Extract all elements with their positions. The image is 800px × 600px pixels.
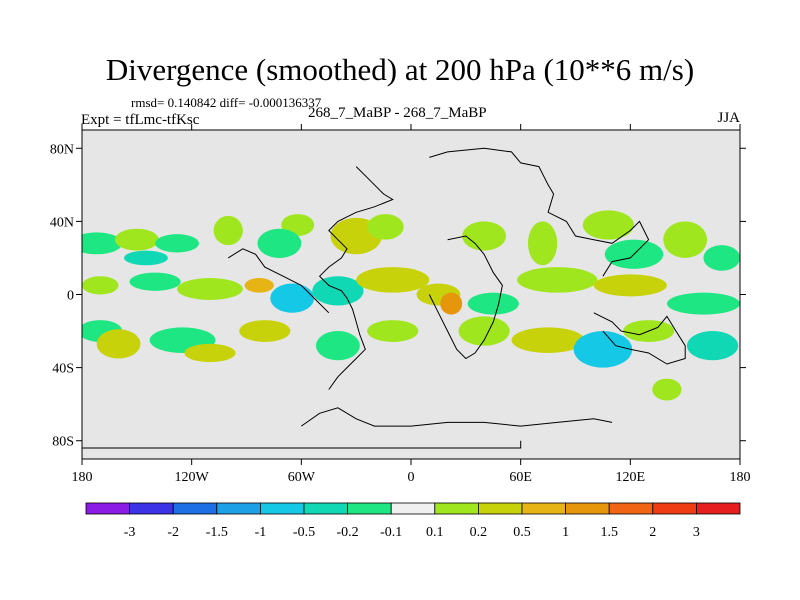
- colorbar: -3 -2 -1.5 -1 -0.5 -0.2 -0.1 0.1 0.2 0.5 1 1.5 2 3: [85, 502, 741, 540]
- field-region: [257, 228, 302, 258]
- coastlines: [82, 147, 686, 449]
- colorbar-label: -2: [167, 525, 179, 540]
- colorbar-label: 3: [693, 525, 700, 540]
- field-region: [184, 343, 236, 363]
- season-label: JJA: [717, 110, 740, 126]
- field-region: [114, 228, 159, 251]
- field-region: [129, 272, 181, 291]
- field-region: [593, 274, 667, 297]
- field-region: [703, 245, 740, 271]
- coastline: [227, 248, 330, 314]
- field-region: [213, 215, 243, 246]
- statistics-text: rmsd= 0.140842 diff= -0.000136337: [131, 95, 322, 110]
- x-tick-label: 120E: [616, 470, 646, 485]
- field-region: [666, 292, 740, 315]
- divergence-field: [82, 210, 740, 401]
- colorbar-label: -1.5: [206, 525, 228, 540]
- field-region: [652, 378, 682, 401]
- colorbar-swatch: [216, 502, 261, 515]
- colorbar-swatch: [347, 502, 392, 515]
- field-region: [527, 221, 558, 266]
- colorbar-label: 0.5: [513, 525, 531, 540]
- field-region: [244, 278, 274, 293]
- field-region: [312, 276, 364, 306]
- coastline: [82, 440, 522, 449]
- field-region: [270, 283, 315, 313]
- colorbar-swatch: [390, 502, 436, 515]
- field-region: [582, 210, 634, 240]
- colorbar-swatch: [565, 502, 610, 515]
- coastline: [301, 407, 613, 427]
- colorbar-swatch: [172, 502, 218, 515]
- field-region: [467, 292, 519, 315]
- y-tick-label: 40S: [52, 362, 74, 377]
- colorbar-label: 1: [562, 525, 569, 540]
- colorbar-swatch: [85, 502, 130, 515]
- y-tick-label: 80N: [50, 142, 74, 157]
- x-tick-label: 180: [72, 470, 93, 485]
- x-tick-label: 60W: [288, 470, 316, 485]
- field-region: [367, 214, 404, 240]
- axis-ticks: 180 120W 60W 0 60E 120E 180 80N 40N 0 40S 80S: [50, 124, 751, 485]
- field-region: [315, 331, 360, 361]
- field-region: [239, 320, 291, 343]
- colorbar-swatch: [696, 502, 741, 515]
- colorbar-label: 0.1: [426, 525, 444, 540]
- colorbar-swatch: [477, 502, 523, 515]
- field-region: [124, 250, 168, 266]
- field-region: [177, 278, 243, 300]
- map-title: Divergence (smoothed) at 200 hPa (10**6 …: [105, 52, 695, 87]
- coastline: [429, 147, 650, 277]
- case-label: 268_7_MaBP - 268_7_MaBP: [308, 105, 487, 121]
- colorbar-swatch: [434, 502, 479, 515]
- colorbar-label: -0.2: [337, 525, 359, 540]
- colorbar-swatch: [129, 502, 174, 515]
- colorbar-swatch: [652, 502, 697, 515]
- field-region: [462, 221, 507, 251]
- field-region: [686, 331, 739, 361]
- x-tick-label: 0: [408, 470, 415, 485]
- field-region: [96, 329, 141, 359]
- colorbar-label: -1: [255, 525, 267, 540]
- colorbar-swatch: [303, 502, 348, 515]
- colorbar-label: 2: [649, 525, 656, 540]
- colorbar-swatch: [259, 502, 305, 515]
- experiment-label: Expt = tfLmc-tfKsc: [81, 112, 200, 128]
- coastline: [593, 312, 686, 365]
- colorbar-swatch: [521, 502, 566, 515]
- x-tick-label: 180: [730, 470, 751, 485]
- field-region: [155, 234, 199, 253]
- field-region: [511, 327, 585, 353]
- coastline: [318, 166, 394, 390]
- colorbar-label: -0.5: [293, 525, 315, 540]
- colorbar-label: -0.1: [380, 525, 402, 540]
- x-tick-label: 120W: [175, 470, 210, 485]
- field-region: [663, 221, 708, 258]
- field-region: [356, 267, 430, 293]
- colorbar-swatch: [608, 502, 654, 515]
- field-region: [82, 276, 119, 295]
- y-tick-label: 40N: [50, 215, 74, 230]
- field-region: [440, 292, 463, 315]
- x-tick-label: 60E: [509, 470, 532, 485]
- colorbar-label: 1.5: [600, 525, 618, 540]
- field-region: [517, 267, 598, 293]
- field-region: [367, 320, 419, 343]
- field-region: [82, 232, 123, 255]
- colorbar-label: 0.2: [470, 525, 488, 540]
- field-region: [573, 331, 633, 368]
- y-tick-label: 0: [67, 289, 74, 304]
- colorbar-label: -3: [124, 525, 136, 540]
- y-tick-label: 80S: [52, 435, 74, 450]
- field-region: [458, 316, 510, 346]
- coastline: [428, 235, 503, 360]
